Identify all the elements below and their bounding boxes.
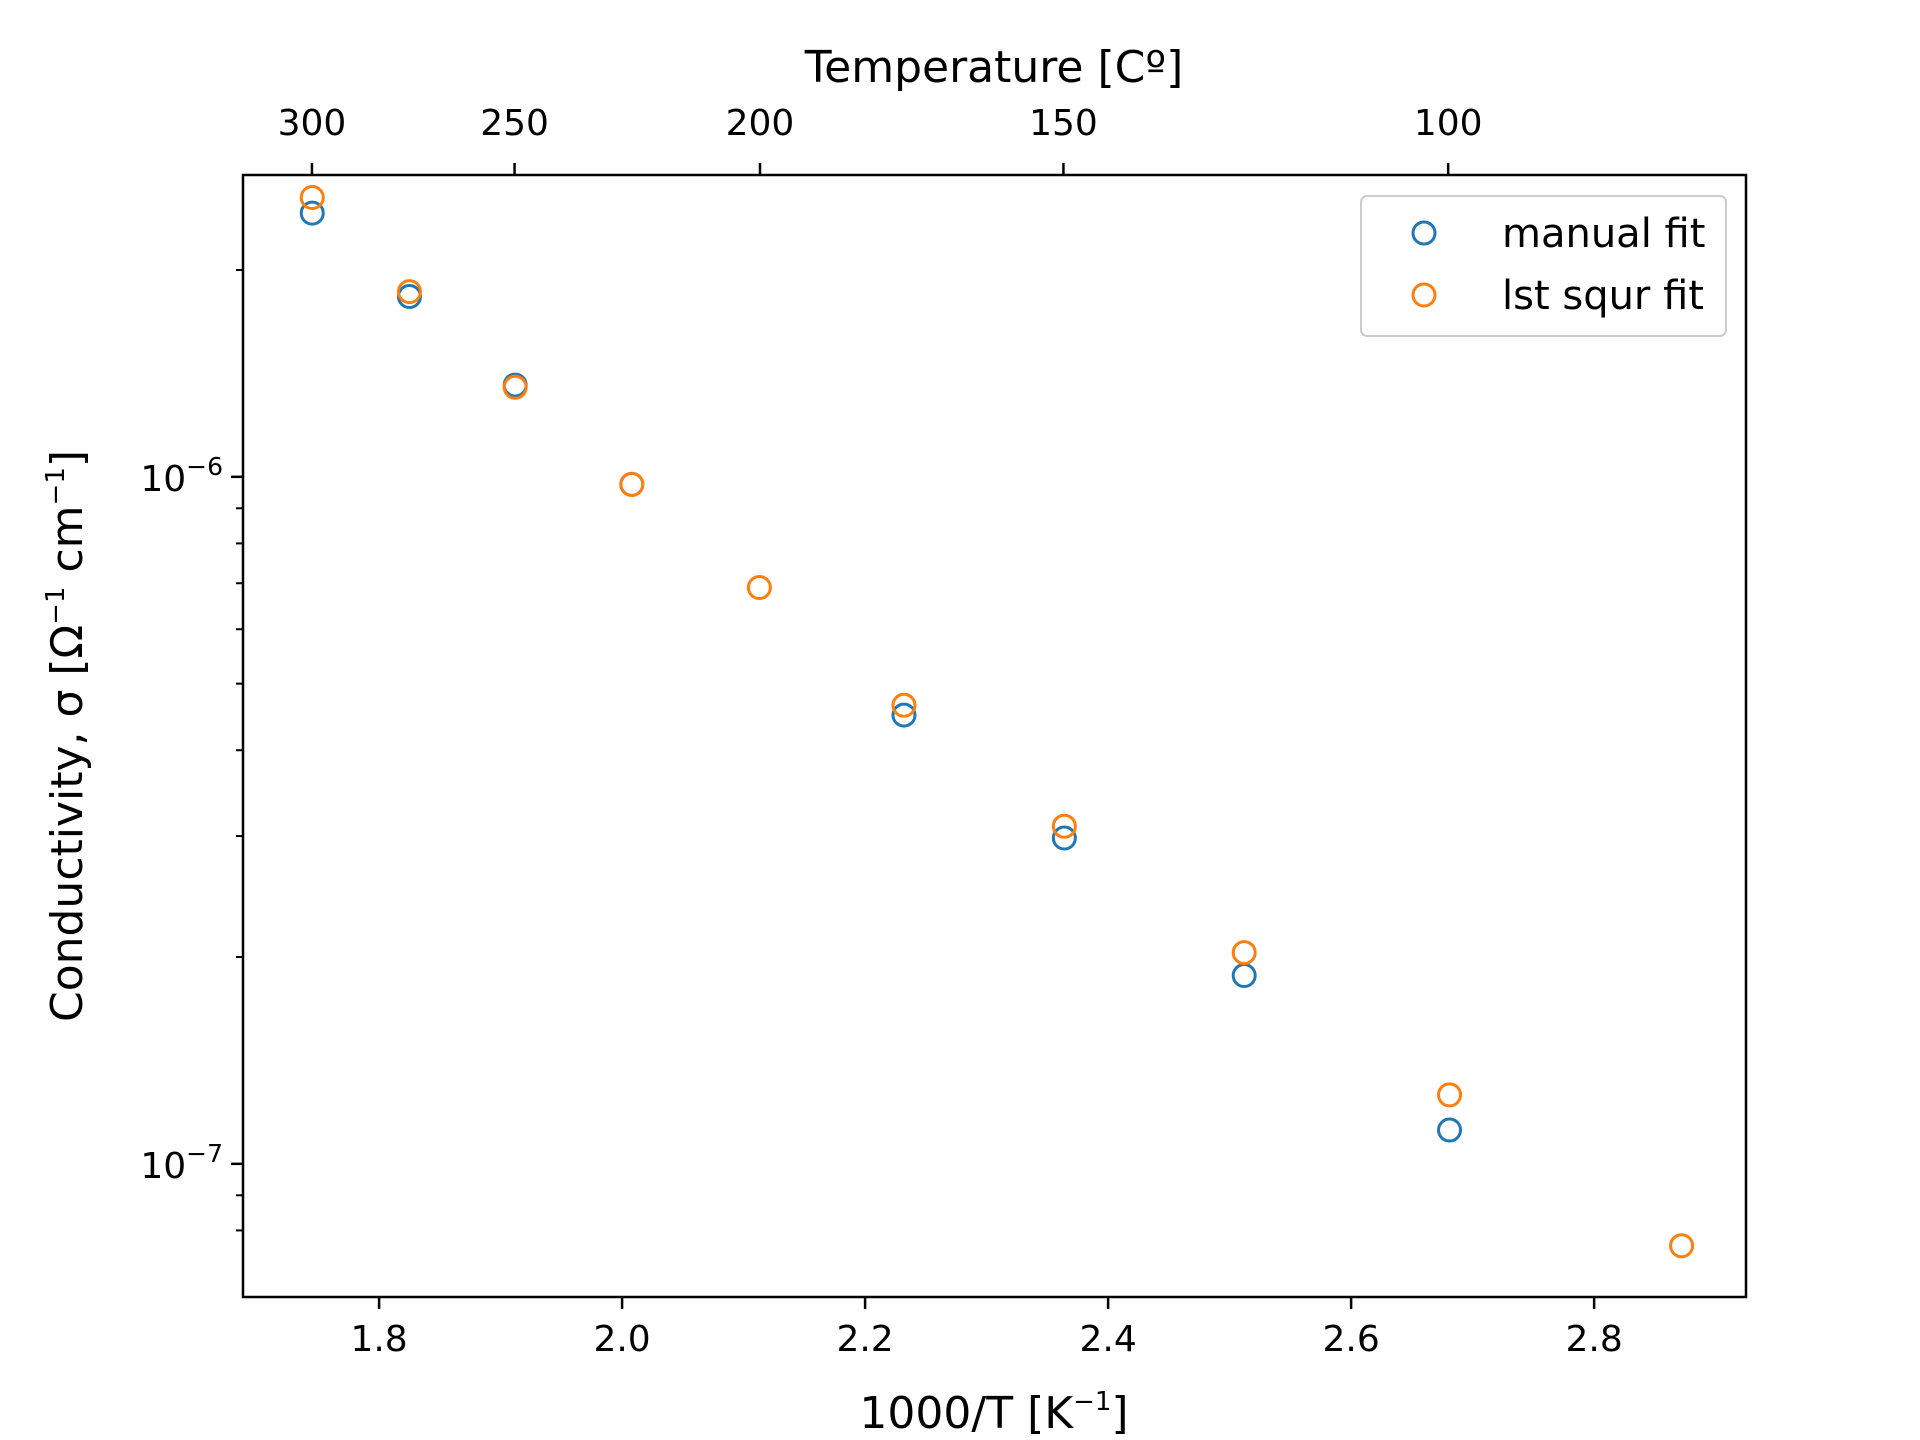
- point-lst-squr-fit: [1437, 1082, 1463, 1108]
- point-lst-squr-fit: [299, 185, 325, 211]
- point-manual-fit: [891, 702, 917, 728]
- y-tick-label: 10−6: [140, 452, 223, 500]
- x-axis-title: 1000/T [K−1]: [859, 1387, 1128, 1439]
- legend-box: [1360, 195, 1727, 337]
- top-tick-label: 150: [1029, 103, 1098, 144]
- legend-marker-lst-squr-fit: [1411, 282, 1437, 308]
- legend-label-lst-squr-fit: lst squr fit: [1502, 273, 1704, 319]
- point-lst-squr-fit: [1231, 940, 1257, 966]
- plot-frame: [241, 173, 1748, 1299]
- axis-layer: 1.8 2.0 2.2 2.4 2.6 2.8 300 250 200 150 100 10−6 10−…: [140, 103, 1622, 1360]
- point-lst-squr-fit: [396, 279, 422, 305]
- top-tick-label: 300: [278, 103, 347, 144]
- x-tick-label: 2.0: [593, 1319, 650, 1360]
- legend-marker-manual-fit: [1411, 220, 1437, 246]
- point-manual-fit: [1437, 1117, 1463, 1143]
- point-lst-squr-fit: [619, 471, 645, 497]
- top-tick-label: 250: [480, 103, 549, 144]
- top-tick-label: 200: [726, 103, 795, 144]
- x-tick-label: 2.2: [836, 1319, 893, 1360]
- legend: manual fit lst squr fit: [1360, 195, 1727, 337]
- point-lst-squr-fit: [1051, 813, 1077, 839]
- top-axis-title: Temperature [Cº]: [804, 42, 1184, 93]
- series-layer: [299, 185, 1695, 1259]
- top-tick-label: 100: [1414, 103, 1483, 144]
- point-manual-fit: [1051, 825, 1077, 851]
- y-axis-title: Conductivity, σ [Ω−1 cm−1]: [41, 450, 93, 1022]
- x-tick-label: 2.8: [1565, 1319, 1622, 1360]
- x-tick-label: 2.4: [1079, 1319, 1136, 1360]
- point-lst-squr-fit: [1669, 1233, 1695, 1259]
- point-lst-squr-fit: [746, 575, 772, 601]
- point-lst-squr-fit: [891, 692, 917, 718]
- x-tick-label: 1.8: [350, 1319, 407, 1360]
- y-tick-label: 10−7: [140, 1139, 223, 1187]
- x-tick-label: 2.6: [1322, 1319, 1379, 1360]
- point-lst-squr-fit: [502, 374, 528, 400]
- legend-label-manual-fit: manual fit: [1502, 211, 1705, 257]
- point-manual-fit: [299, 200, 325, 226]
